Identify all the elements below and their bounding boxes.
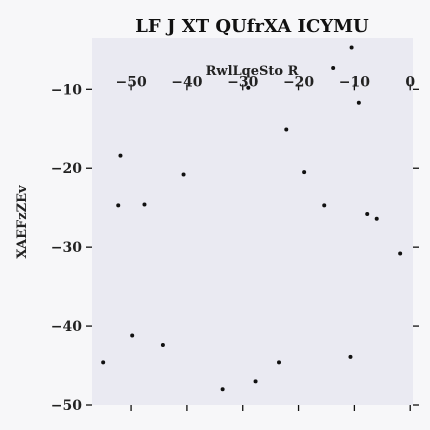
data-point: [253, 379, 258, 384]
data-point: [130, 333, 135, 338]
data-point: [118, 153, 123, 158]
chart-title: LF J XT QUfrXA ICYMU: [135, 16, 369, 37]
data-point: [142, 202, 147, 207]
data-point: [348, 354, 353, 359]
y-axis: −10 −20 −30 −40 −50: [51, 82, 419, 414]
data-point: [116, 203, 121, 208]
data-point: [246, 85, 251, 90]
data-point: [284, 127, 289, 132]
data-point: [302, 170, 307, 175]
y-tick-label: −40: [51, 319, 82, 335]
data-points: [101, 45, 403, 392]
data-point: [349, 45, 354, 50]
x-tick-label: −20: [283, 74, 314, 90]
x-axis-label: RwlLqeSto R: [206, 64, 299, 79]
data-point: [322, 203, 327, 208]
plot-area: [92, 38, 413, 405]
x-tick-label: −40: [171, 74, 202, 90]
y-axis-label: XAEFzZEv: [15, 185, 30, 259]
data-point: [160, 343, 165, 348]
data-point: [101, 360, 106, 365]
data-point: [356, 100, 361, 105]
y-tick-label: −30: [51, 240, 82, 256]
data-point: [181, 172, 186, 177]
x-tick-label: −30: [227, 74, 258, 90]
x-tick-label: −10: [339, 74, 370, 90]
y-tick-label: −10: [51, 82, 82, 98]
y-tick-label: −20: [51, 161, 82, 177]
data-point: [220, 387, 225, 392]
data-point: [331, 65, 336, 70]
data-point: [277, 360, 282, 365]
y-tick-label: −50: [51, 398, 82, 414]
x-tick-label: 0: [405, 74, 415, 90]
data-point: [398, 251, 403, 256]
x-tick-label: −50: [115, 74, 146, 90]
data-point: [374, 216, 379, 221]
data-point: [365, 212, 370, 217]
x-axis: −50 −40 −30 −20 −10 0: [115, 74, 415, 411]
